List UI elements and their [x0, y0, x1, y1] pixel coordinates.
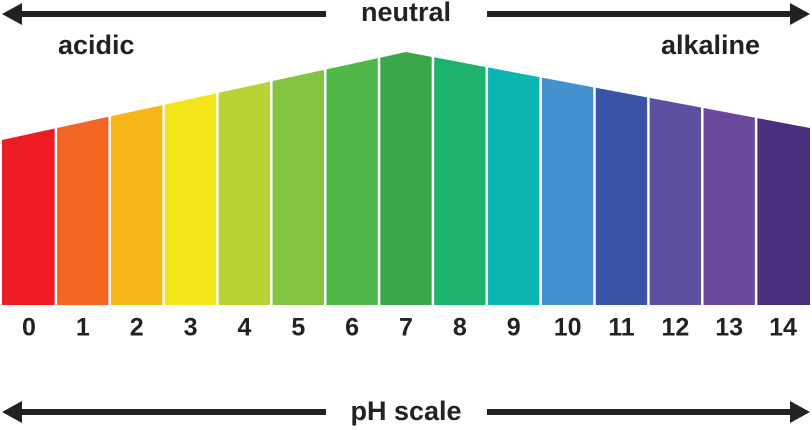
ph-number: 6 — [345, 314, 359, 342]
neutral-label: neutral — [361, 0, 451, 27]
ph-number: 5 — [291, 314, 305, 342]
ph-number: 3 — [184, 314, 198, 342]
ph-segment — [218, 81, 271, 305]
ph-number: 14 — [769, 314, 797, 342]
ph-segment — [434, 57, 486, 305]
alkaline-label: alkaline — [661, 30, 760, 60]
acidic-label: acidic — [58, 30, 135, 60]
ph-number: 10 — [554, 314, 582, 342]
arrow-right-top — [487, 3, 810, 25]
arrow-right-bottom — [487, 401, 810, 423]
ph-segment — [2, 128, 55, 305]
ph-number: 0 — [22, 314, 36, 342]
arrow-left-top — [2, 3, 326, 25]
ph-number: 9 — [507, 314, 521, 342]
arrow-left-bottom — [2, 401, 326, 423]
ph-segment — [57, 116, 109, 306]
ph-number: 8 — [453, 314, 467, 342]
ph-number: 12 — [661, 314, 689, 342]
ph-number: 7 — [399, 314, 413, 342]
ph-number: 11 — [608, 314, 635, 342]
ph-segment — [164, 93, 217, 305]
ph-number: 13 — [715, 314, 743, 342]
ph-number: 4 — [237, 314, 251, 342]
ph-number: 2 — [130, 314, 144, 342]
ph-segment — [703, 107, 755, 306]
ph-segment — [380, 52, 432, 305]
ph-segment — [326, 58, 378, 305]
ph-segment — [110, 105, 163, 305]
ph-segment — [488, 67, 540, 305]
ph-segment — [757, 118, 810, 306]
ph-segment — [595, 87, 648, 305]
ph-segment — [272, 69, 324, 305]
ph-segment — [541, 77, 594, 305]
ph-number: 1 — [76, 314, 90, 342]
ph-segment — [649, 97, 702, 306]
ph-scale-label: pH scale — [350, 396, 461, 426]
arrows — [2, 3, 810, 423]
